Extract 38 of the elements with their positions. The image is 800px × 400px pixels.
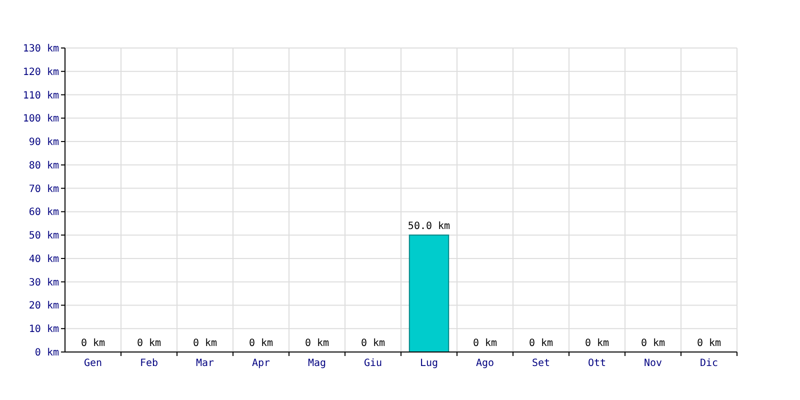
data-label: 0 km — [584, 338, 610, 349]
data-label: 0 km — [80, 338, 106, 349]
x-tick-label: Nov — [644, 358, 662, 369]
y-tick-label: 40 km — [28, 254, 59, 265]
y-tick-label: 10 km — [28, 324, 59, 336]
x-tick-label: Mag — [308, 358, 326, 369]
y-tick-label: 0 km — [34, 348, 59, 358]
x-tick-label: Gen — [84, 358, 102, 369]
y-tick-label: 100 km — [22, 114, 59, 125]
x-tick-label: Lug — [420, 358, 438, 369]
y-tick-label: 110 km — [22, 90, 59, 102]
x-tick-label: Dic — [700, 358, 718, 369]
x-tick-label: Feb — [140, 358, 158, 369]
data-label: 0 km — [248, 338, 274, 349]
data-label: 0 km — [192, 338, 218, 349]
x-tick-label: Ott — [588, 358, 606, 369]
y-tick-label: 30 km — [28, 277, 59, 288]
y-tick-label: 80 km — [28, 160, 59, 172]
data-label: 0 km — [696, 338, 722, 349]
x-tick-label: Mar — [196, 358, 214, 369]
y-tick-label: 130 km — [22, 44, 59, 54]
x-tick-label: Apr — [252, 358, 270, 369]
data-label: 0 km — [360, 338, 386, 349]
data-label: 0 km — [472, 338, 498, 349]
y-tick-label: 90 km — [28, 137, 59, 148]
data-label: 0 km — [136, 338, 162, 349]
x-tick-label: Giu — [364, 358, 382, 369]
y-tick-label: 50 km — [28, 230, 59, 242]
y-tick-label: 20 km — [28, 300, 59, 312]
y-tick-label: 120 km — [22, 66, 59, 78]
data-label: 0 km — [304, 338, 330, 349]
y-tick-label: 70 km — [28, 184, 59, 195]
x-tick-label: Ago — [476, 358, 494, 369]
data-label: 0 km — [528, 338, 554, 349]
y-tick-label: 60 km — [28, 207, 59, 218]
data-label: 50.0 km — [408, 221, 450, 232]
x-tick-label: Set — [532, 358, 550, 369]
data-label: 0 km — [640, 338, 666, 349]
